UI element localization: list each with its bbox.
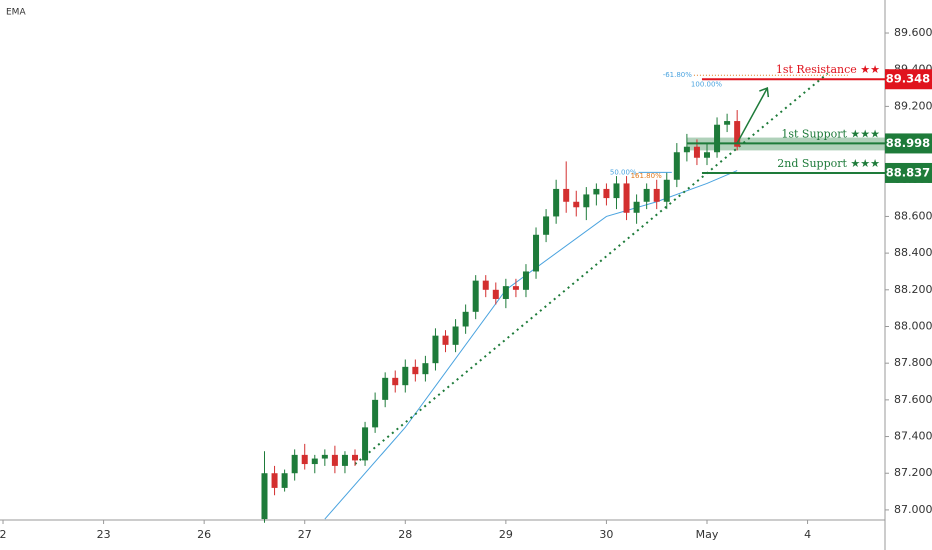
candle-body (442, 335, 449, 345)
level-tag (885, 69, 932, 90)
level-name: 2nd Support ★★★ (777, 157, 880, 170)
arrow-head (759, 87, 770, 98)
candle-body (633, 201, 640, 213)
y-tick-label: 87.200 (894, 466, 932, 479)
level-value: 88.837 (886, 165, 930, 179)
candle-body (352, 454, 359, 461)
ema-line (324, 170, 738, 520)
candle-body (593, 188, 600, 195)
candle-body (714, 124, 721, 153)
x-tick-label: 30 (599, 528, 613, 541)
candle-body (311, 458, 318, 465)
candle-body (372, 399, 379, 428)
trend-line (354, 72, 829, 465)
level-name: 1st Support ★★★ (781, 127, 880, 140)
candle-body (734, 121, 741, 147)
fib-label: -61.80% (663, 71, 693, 79)
candle-body (482, 280, 489, 290)
candle-body (472, 280, 479, 312)
candle-body (583, 194, 590, 208)
y-tick-label: 88.400 (894, 246, 932, 259)
candle-body (261, 473, 268, 520)
candle-body (703, 152, 710, 158)
y-tick-label: 89.200 (894, 99, 932, 112)
y-tick-label: 88.200 (894, 283, 932, 296)
candle-body (341, 454, 348, 466)
fib-label: 50.00% (610, 168, 637, 176)
fib-label: 100.00% (691, 80, 722, 88)
candle-body (613, 183, 620, 199)
y-tick-label: 87.600 (894, 393, 932, 406)
x-tick-label: 27 (298, 528, 312, 541)
candle-body (502, 286, 509, 299)
candle-body (522, 271, 529, 290)
candle-body (422, 363, 429, 375)
x-tick-label: 2 (0, 528, 7, 541)
candle-body (492, 289, 499, 299)
level-tag (885, 133, 932, 154)
candle-body (693, 146, 700, 158)
level-name: 1st Resistance ★★ (776, 63, 880, 76)
y-tick-label: 89.600 (894, 26, 932, 39)
candle-body (673, 152, 680, 180)
candle-body (402, 366, 409, 386)
candle-body (533, 234, 540, 272)
candle-body (271, 473, 278, 488)
y-tick-label: 87.400 (894, 430, 932, 443)
candle-body (683, 146, 690, 153)
fib-label: 161.80% (631, 172, 662, 180)
arrow-line (736, 87, 768, 144)
candle-body (653, 188, 660, 202)
x-tick-label: 26 (197, 528, 211, 541)
candle-body (291, 454, 298, 474)
candle-body (663, 179, 670, 202)
x-tick-label: May (696, 528, 719, 541)
candle-body (462, 311, 469, 327)
y-tick-label: 87.800 (894, 356, 932, 369)
y-tick-label: 87.000 (894, 503, 932, 516)
candle-body (331, 454, 338, 466)
indicator-label: EMA (6, 8, 26, 18)
candle-body (321, 454, 328, 459)
x-tick-label: 4 (804, 528, 811, 541)
x-tick-label: 23 (97, 528, 111, 541)
candle-body (362, 427, 369, 461)
level-tag (885, 162, 932, 183)
candle-body (392, 377, 399, 386)
candle-body (452, 326, 459, 345)
candle-body (543, 216, 550, 235)
candle-body (623, 183, 630, 213)
candle-body (553, 188, 560, 217)
candle-body (281, 473, 288, 488)
candle-body (432, 335, 439, 364)
candle-body (412, 366, 419, 375)
candle-body (573, 201, 580, 208)
y-tick-label: 88.600 (894, 209, 932, 222)
candle-body (724, 121, 731, 125)
candle-body (301, 454, 308, 465)
candle-body (382, 377, 389, 400)
candle-body (643, 188, 650, 202)
x-tick-label: 28 (398, 528, 412, 541)
candle-body (563, 188, 570, 202)
candle-body (512, 286, 519, 290)
level-value: 88.998 (886, 136, 930, 150)
y-tick-label: 88.000 (894, 319, 932, 332)
candle-body (603, 188, 610, 199)
level-value: 89.348 (886, 72, 930, 86)
x-tick-label: 29 (499, 528, 513, 541)
